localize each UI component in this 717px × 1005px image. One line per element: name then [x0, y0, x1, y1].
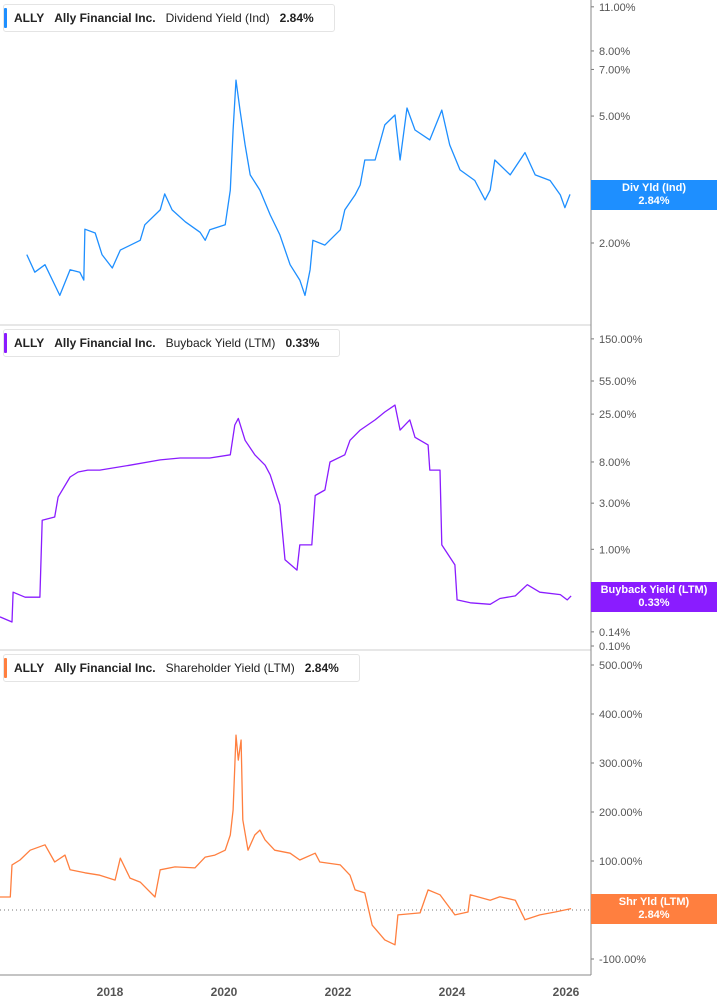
y-tick-label: 3.00% [599, 498, 630, 510]
y-tick-label: 8.00% [599, 457, 630, 469]
y-tick-label: 2.00% [599, 238, 630, 250]
x-tick-label: 2026 [553, 985, 580, 999]
legend-metric: Dividend Yield (Ind) [165, 11, 270, 25]
badge-label: Shr Yld (LTM) [618, 896, 690, 908]
badge-value: 0.33% [638, 597, 670, 609]
legend-company: Ally Financial Inc. [54, 11, 156, 25]
legend-buyback-yield: ALLY Ally Financial Inc. Buyback Yield (… [3, 329, 341, 357]
y-tick-label: 7.00% [599, 64, 630, 76]
legend-color-swatch [4, 658, 7, 678]
y-tick-label: 0.10% [599, 641, 630, 653]
badge-value: 2.84% [638, 909, 670, 921]
legend-metric: Buyback Yield (LTM) [165, 336, 276, 350]
y-tick-label: -100.00% [599, 954, 646, 966]
y-tick-label: 150.00% [599, 334, 643, 346]
legend-metric: Shareholder Yield (LTM) [165, 661, 295, 675]
x-tick-label: 2024 [439, 985, 466, 999]
x-tick-label: 2018 [97, 985, 124, 999]
x-tick-label: 2020 [211, 985, 238, 999]
y-tick-label: 5.00% [599, 111, 630, 123]
badge-label: Div Yld (Ind) [622, 182, 686, 194]
legend-color-swatch [4, 333, 7, 353]
y-tick-label: 55.00% [599, 376, 637, 388]
last-value-badge-buyback: Buyback Yield (LTM) 0.33% [591, 582, 717, 612]
legend-value: 0.33% [285, 336, 320, 350]
y-tick-label: 0.14% [599, 627, 630, 639]
y-tick-label: 25.00% [599, 409, 637, 421]
badge-value: 2.84% [638, 195, 670, 207]
legend-dividend-yield: ALLY Ally Financial Inc. Dividend Yield … [3, 4, 335, 32]
y-tick-label: 200.00% [599, 807, 643, 819]
legend-shareholder-yield: ALLY Ally Financial Inc. Shareholder Yie… [3, 654, 360, 682]
y-tick-label: 1.00% [599, 544, 630, 556]
legend-company: Ally Financial Inc. [54, 336, 156, 350]
legend-color-swatch [4, 8, 7, 28]
x-tick-label: 2022 [325, 985, 352, 999]
y-tick-label: 11.00% [599, 2, 636, 14]
last-value-badge-shareholder: Shr Yld (LTM) 2.84% [591, 894, 717, 924]
series-line [0, 734, 572, 946]
series-line [0, 404, 572, 623]
last-value-badge-dividend: Div Yld (Ind) 2.84% [591, 180, 717, 210]
legend-value: 2.84% [304, 661, 339, 675]
legend-ticker: ALLY [14, 661, 45, 675]
legend-company: Ally Financial Inc. [54, 661, 156, 675]
y-tick-label: 8.00% [599, 46, 630, 58]
series-line [26, 79, 571, 297]
y-tick-label: 100.00% [599, 856, 643, 868]
badge-label: Buyback Yield (LTM) [600, 584, 708, 596]
legend-ticker: ALLY [14, 336, 45, 350]
y-tick-label: 400.00% [599, 709, 643, 721]
legend-ticker: ALLY [14, 11, 45, 25]
y-tick-label: 500.00% [599, 660, 643, 672]
legend-value: 2.84% [279, 11, 314, 25]
y-tick-label: 300.00% [599, 758, 643, 770]
